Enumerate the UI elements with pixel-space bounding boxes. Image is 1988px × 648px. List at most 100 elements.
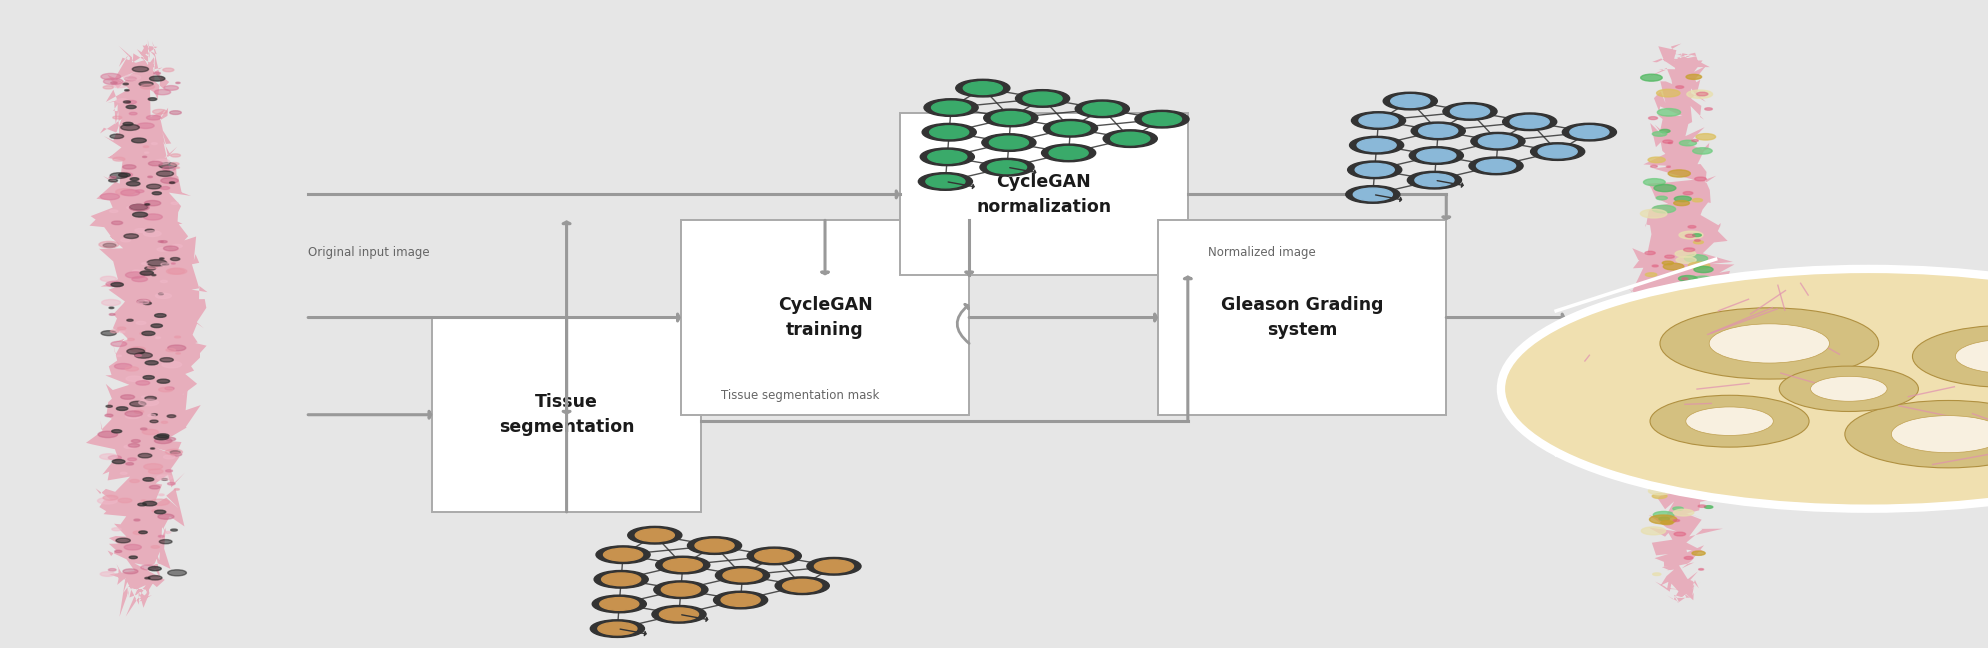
Circle shape <box>1352 111 1406 130</box>
Circle shape <box>157 475 173 480</box>
Circle shape <box>1640 209 1668 218</box>
Circle shape <box>1646 459 1658 463</box>
Circle shape <box>1682 484 1690 487</box>
Circle shape <box>111 341 127 347</box>
Circle shape <box>1688 226 1696 228</box>
Circle shape <box>111 430 121 433</box>
Circle shape <box>1696 92 1708 96</box>
Circle shape <box>137 301 145 303</box>
Circle shape <box>121 238 131 242</box>
Circle shape <box>125 106 135 109</box>
Circle shape <box>141 272 153 276</box>
Circle shape <box>129 204 147 210</box>
Circle shape <box>131 439 141 443</box>
Circle shape <box>175 489 179 490</box>
Circle shape <box>1658 109 1680 116</box>
Circle shape <box>143 430 159 435</box>
Circle shape <box>654 581 708 599</box>
Circle shape <box>99 572 115 576</box>
Circle shape <box>1652 265 1658 267</box>
Circle shape <box>664 559 702 572</box>
Circle shape <box>918 172 972 191</box>
Circle shape <box>141 428 147 430</box>
Circle shape <box>662 583 700 596</box>
Circle shape <box>155 314 167 318</box>
Circle shape <box>1686 283 1708 290</box>
Circle shape <box>1674 196 1692 202</box>
Circle shape <box>135 229 147 233</box>
Circle shape <box>109 568 115 571</box>
Circle shape <box>722 594 759 607</box>
Circle shape <box>127 338 135 341</box>
Circle shape <box>932 101 970 114</box>
Circle shape <box>636 529 674 542</box>
Circle shape <box>147 414 155 417</box>
Circle shape <box>1408 171 1461 189</box>
Circle shape <box>1650 399 1666 404</box>
Circle shape <box>115 538 131 543</box>
Circle shape <box>159 388 173 392</box>
Circle shape <box>143 376 155 379</box>
Circle shape <box>159 294 163 295</box>
Circle shape <box>97 498 117 504</box>
Circle shape <box>688 537 742 555</box>
FancyBboxPatch shape <box>901 113 1189 275</box>
Circle shape <box>143 502 157 506</box>
Circle shape <box>111 283 123 286</box>
Circle shape <box>1684 386 1708 394</box>
Circle shape <box>1646 350 1672 358</box>
FancyBboxPatch shape <box>431 318 702 512</box>
Circle shape <box>1694 240 1704 244</box>
Circle shape <box>928 150 966 163</box>
Circle shape <box>1479 135 1517 148</box>
Circle shape <box>153 435 169 440</box>
Circle shape <box>97 431 117 437</box>
Circle shape <box>161 263 171 266</box>
Circle shape <box>924 98 978 117</box>
Circle shape <box>123 101 131 103</box>
Circle shape <box>716 566 769 584</box>
Circle shape <box>1501 269 1988 509</box>
Circle shape <box>592 595 646 613</box>
Circle shape <box>109 134 123 139</box>
Circle shape <box>125 89 129 91</box>
Circle shape <box>1511 115 1549 128</box>
Circle shape <box>600 597 638 610</box>
Circle shape <box>1686 75 1702 80</box>
Circle shape <box>141 500 145 502</box>
Circle shape <box>1650 421 1658 424</box>
Circle shape <box>1672 437 1686 441</box>
Text: Gleason Grading
system: Gleason Grading system <box>1221 296 1384 339</box>
Circle shape <box>1660 308 1879 379</box>
Circle shape <box>171 263 175 264</box>
Circle shape <box>988 161 1026 174</box>
Circle shape <box>1660 130 1670 133</box>
Circle shape <box>121 395 135 399</box>
Circle shape <box>980 158 1034 176</box>
Circle shape <box>141 331 155 336</box>
Circle shape <box>1710 324 1829 363</box>
Circle shape <box>1692 198 1702 202</box>
Circle shape <box>1674 509 1694 516</box>
Circle shape <box>1654 185 1676 192</box>
Circle shape <box>1678 275 1698 282</box>
Circle shape <box>1694 266 1714 273</box>
Circle shape <box>129 556 137 559</box>
Circle shape <box>1563 123 1616 141</box>
Circle shape <box>1143 113 1181 126</box>
Circle shape <box>111 82 117 84</box>
Circle shape <box>167 349 175 352</box>
Circle shape <box>109 307 113 308</box>
Circle shape <box>103 86 113 89</box>
Circle shape <box>1668 170 1690 177</box>
Circle shape <box>775 577 829 595</box>
Circle shape <box>163 167 175 170</box>
Circle shape <box>1656 294 1666 297</box>
Circle shape <box>1668 391 1680 395</box>
Polygon shape <box>1622 43 1741 603</box>
Circle shape <box>926 175 964 188</box>
Circle shape <box>1471 132 1525 150</box>
Circle shape <box>1690 308 1696 310</box>
Circle shape <box>1680 140 1696 146</box>
Circle shape <box>1680 231 1704 239</box>
